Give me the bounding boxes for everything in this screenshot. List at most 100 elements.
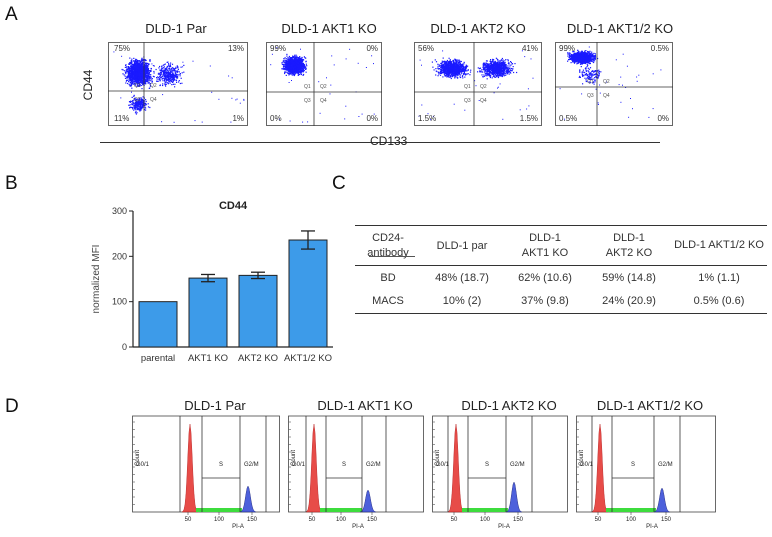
event-dot (462, 75, 463, 76)
event-dot (180, 73, 181, 74)
event-dot (437, 64, 438, 65)
event-dot (150, 78, 151, 79)
event-dot (445, 76, 446, 77)
event-dot (131, 88, 132, 89)
event-dot (128, 81, 129, 82)
event-dot (166, 72, 167, 73)
event-dot (136, 81, 137, 82)
event-dot (150, 60, 151, 61)
event-dot (306, 72, 307, 73)
event-dot (294, 60, 295, 61)
event-dot (288, 59, 289, 60)
event-dot (468, 70, 469, 71)
event-dot (145, 65, 146, 66)
event-dot (287, 70, 288, 71)
event-dot (165, 84, 166, 85)
event-dot (446, 71, 447, 72)
event-dot (129, 73, 130, 74)
event-dot (145, 104, 146, 105)
event-dot (450, 68, 451, 69)
scatter-title: DLD-1 AKT1 KO (264, 21, 394, 36)
event-dot (173, 84, 174, 85)
event-dot (453, 70, 454, 71)
event-dot (301, 69, 302, 70)
event-dot (130, 74, 131, 75)
event-dot (301, 74, 302, 75)
event-dot (306, 61, 307, 62)
event-dot (451, 70, 452, 71)
event-dot (454, 72, 455, 73)
event-dot (179, 71, 180, 72)
event-dot (131, 65, 132, 66)
event-dot (141, 100, 142, 101)
event-dot (141, 80, 142, 81)
event-dot (167, 62, 168, 63)
event-dot (164, 73, 165, 74)
event-dot (460, 64, 461, 65)
event-dot (456, 63, 457, 64)
event-dot (289, 71, 290, 72)
event-dot (140, 67, 141, 68)
event-dot (141, 101, 142, 102)
event-dot (141, 75, 142, 76)
event-dot (166, 79, 167, 80)
event-dot (318, 81, 319, 82)
event-dot (481, 74, 482, 75)
event-dot (129, 84, 130, 85)
event-dot (159, 74, 160, 75)
event-dot (167, 76, 168, 77)
event-dot (138, 63, 139, 64)
event-dot (371, 55, 372, 56)
event-dot (459, 76, 460, 77)
quadrant-label: Q1 (134, 83, 141, 89)
event-dot (129, 85, 130, 86)
event-dot (129, 69, 130, 70)
event-dot (167, 70, 168, 71)
event-dot (182, 62, 183, 63)
event-dot (450, 60, 451, 61)
event-dot (164, 80, 165, 81)
event-dot (166, 82, 167, 83)
event-dot (448, 71, 449, 72)
event-dot (134, 68, 135, 69)
event-dot (296, 72, 297, 73)
event-dot (295, 58, 296, 59)
event-dot (456, 59, 457, 60)
scatter-title: DLD-1 AKT2 KO (413, 21, 543, 36)
event-dot (182, 72, 183, 73)
event-dot (456, 74, 457, 75)
event-dot (166, 76, 167, 77)
event-dot (128, 105, 129, 106)
event-dot (211, 92, 212, 93)
scatter-title: DLD-1 AKT1/2 KO (555, 21, 685, 36)
event-dot (289, 64, 290, 65)
event-dot (139, 104, 140, 105)
event-dot (145, 83, 146, 84)
event-dot (164, 78, 165, 79)
event-dot (286, 69, 287, 70)
event-dot (304, 56, 305, 57)
event-dot (305, 66, 306, 67)
event-dot (128, 76, 129, 77)
event-dot (272, 54, 273, 55)
event-dot (442, 62, 443, 63)
event-dot (132, 69, 133, 70)
event-dot (302, 57, 303, 58)
event-dot (305, 58, 306, 59)
event-dot (168, 72, 169, 73)
event-dot (125, 82, 126, 83)
event-dot (286, 61, 287, 62)
event-dot (183, 72, 184, 73)
event-dot (466, 65, 467, 66)
event-dot (297, 59, 298, 60)
event-dot (288, 69, 289, 70)
event-dot (148, 80, 149, 81)
event-dot (139, 74, 140, 75)
event-dot (462, 71, 463, 72)
event-dot (457, 63, 458, 64)
event-dot (289, 60, 290, 61)
event-dot (162, 94, 163, 95)
quadrant-q1-percent: 99% (270, 44, 286, 53)
event-dot (291, 80, 292, 81)
event-dot (125, 72, 126, 73)
